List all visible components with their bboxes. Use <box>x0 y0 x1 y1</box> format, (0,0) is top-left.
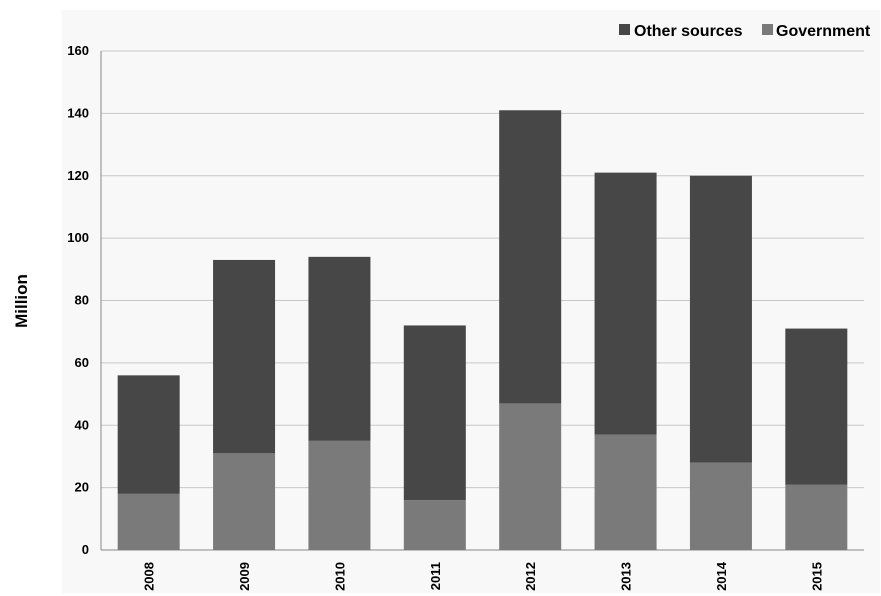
bar-other-sources-2010 <box>308 256 371 441</box>
x-tick-label: 2009 <box>237 562 252 591</box>
x-tick-label: 2012 <box>523 562 538 591</box>
legend-swatch <box>619 24 630 35</box>
y-axis-title: Million <box>12 274 31 328</box>
y-tick-label: 0 <box>82 542 89 557</box>
x-tick-label: 2015 <box>809 562 824 591</box>
x-tick-label: 2013 <box>619 562 634 591</box>
bar-other-sources-2009 <box>213 259 276 454</box>
x-tick-label: 2014 <box>714 561 729 591</box>
bar-government-2014 <box>689 462 752 550</box>
legend: Other sources Government <box>619 23 871 40</box>
bar-government-2009 <box>213 453 276 550</box>
y-tick-label: 80 <box>75 293 89 308</box>
bar-other-sources-2014 <box>689 175 752 463</box>
y-tick-labels: 0 20 40 60 80 100 120 140 160 <box>67 43 89 557</box>
y-tick-label: 60 <box>75 355 89 370</box>
bars-layer <box>117 110 848 550</box>
bar-government-2010 <box>308 440 371 550</box>
legend-label: Government <box>776 23 871 40</box>
y-tick-label: 120 <box>67 168 89 183</box>
x-tick-labels: 2008 2009 2010 2011 2012 2013 2014 2015 <box>142 561 825 591</box>
x-tick-label: 2010 <box>332 562 347 591</box>
bar-government-2008 <box>117 493 180 550</box>
x-tick-label: 2008 <box>142 562 157 591</box>
bar-government-2012 <box>499 403 562 550</box>
y-tick-label: 100 <box>67 230 89 245</box>
bar-government-2015 <box>785 484 848 550</box>
legend-label: Other sources <box>634 23 743 40</box>
legend-swatch <box>762 24 773 35</box>
bar-other-sources-2012 <box>499 110 562 404</box>
y-tick-label: 40 <box>75 417 89 432</box>
bar-government-2013 <box>594 434 657 550</box>
bar-other-sources-2008 <box>117 375 180 494</box>
x-tick-label: 2011 <box>428 562 443 590</box>
bar-government-2011 <box>403 500 466 550</box>
bar-other-sources-2013 <box>594 172 657 435</box>
y-tick-label: 160 <box>67 43 89 58</box>
y-tick-label: 20 <box>75 480 89 495</box>
bar-other-sources-2011 <box>403 325 466 501</box>
chart-background <box>62 10 880 593</box>
y-tick-label: 140 <box>67 105 89 120</box>
bar-other-sources-2015 <box>785 328 848 485</box>
